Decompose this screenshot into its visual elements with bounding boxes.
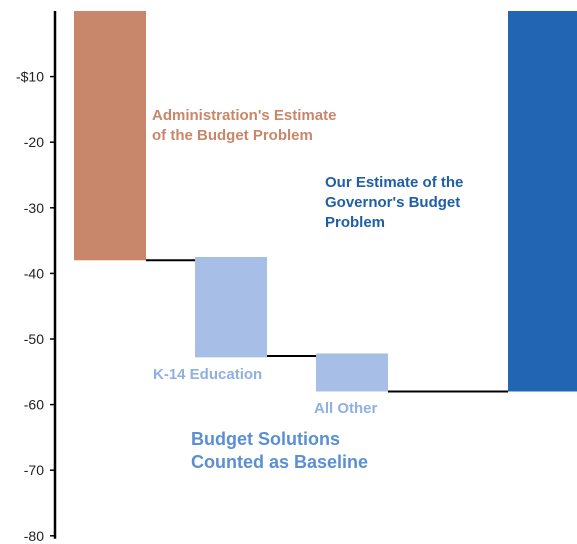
k14-education-label: K-14 Education [153, 366, 262, 383]
bars [74, 11, 577, 392]
our-estimate-label-line: Problem [325, 214, 385, 231]
bar-3 [316, 353, 388, 392]
admin-estimate-label: Administration's Estimate of the Budget P… [152, 107, 336, 144]
our-estimate-label-line: Governor's Budget [325, 194, 460, 211]
budget-solutions-label-line: Budget Solutions [191, 429, 340, 449]
y-tick-label: -20 [24, 134, 44, 150]
our-estimate-label-line: Our Estimate of the [325, 174, 463, 191]
y-tick-label: -30 [24, 200, 44, 216]
admin-estimate-label-line: Administration's Estimate [152, 107, 336, 124]
y-tick-label: -50 [24, 331, 44, 347]
k14-education-label-line: K-14 Education [153, 366, 262, 383]
annotations: Administration's Estimate of the Budget P… [152, 107, 463, 472]
bar-4 [508, 11, 577, 392]
y-tick-label: -80 [24, 528, 44, 544]
y-axis: -$10 -20 -30 -40 -50 -60 -70 -80 [16, 11, 57, 544]
admin-estimate-label-line: of the Budget Problem [152, 127, 313, 144]
y-tick-label: -$10 [16, 69, 44, 85]
budget-solutions-label-line: Counted as Baseline [191, 452, 368, 472]
all-other-label-line: All Other [314, 400, 378, 417]
y-tick-label: -40 [24, 265, 44, 281]
bar-2 [195, 257, 267, 358]
y-tick-label: -60 [24, 397, 44, 413]
our-estimate-label: Our Estimate of the Governor's Budget Prob… [325, 174, 463, 231]
connector-lines [146, 259, 508, 393]
all-other-label: All Other [314, 400, 378, 417]
y-tick-label: -70 [24, 462, 44, 478]
budget-solutions-label: Budget Solutions Counted as Baseline [191, 429, 368, 472]
bar-1 [74, 11, 146, 261]
